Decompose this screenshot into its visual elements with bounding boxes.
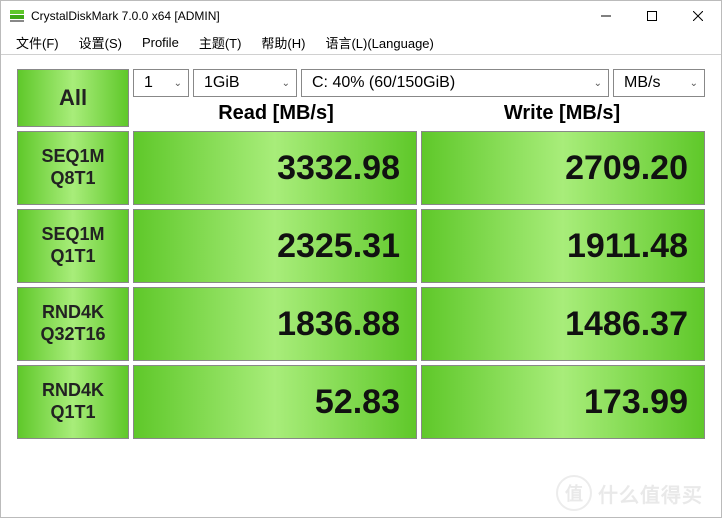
top-row: All 1 ⌄ 1GiB ⌄ C: 40% (60/150GiB) ⌄ <box>17 69 705 127</box>
test-count-select[interactable]: 1 ⌄ <box>133 69 189 97</box>
column-headers: Read [MB/s] Write [MB/s] <box>133 99 705 127</box>
write-value: 173.99 <box>421 365 705 439</box>
read-value: 3332.98 <box>133 131 417 205</box>
menu-theme[interactable]: 主题(T) <box>190 31 251 54</box>
chevron-down-icon: ⌄ <box>594 78 602 89</box>
menubar: 文件(F) 设置(S) Profile 主题(T) 帮助(H) 语言(L)(La… <box>1 31 721 55</box>
menu-file[interactable]: 文件(F) <box>7 31 68 54</box>
test-label-line1: RND4K <box>42 380 104 402</box>
chevron-down-icon: ⌄ <box>174 78 182 89</box>
test-label-line1: SEQ1M <box>41 224 104 246</box>
test-size-select[interactable]: 1GiB ⌄ <box>193 69 297 97</box>
test-label-line1: RND4K <box>42 302 104 324</box>
write-value: 1486.37 <box>421 287 705 361</box>
watermark-badge: 值 <box>556 475 592 511</box>
content-area: All 1 ⌄ 1GiB ⌄ C: 40% (60/150GiB) ⌄ <box>1 55 721 517</box>
result-row: RND4K Q32T16 1836.88 1486.37 <box>17 287 705 361</box>
read-header: Read [MB/s] <box>133 102 419 125</box>
test-label-line2: Q1T1 <box>50 246 95 268</box>
result-row: SEQ1M Q1T1 2325.31 1911.48 <box>17 209 705 283</box>
read-value: 52.83 <box>133 365 417 439</box>
drive-select[interactable]: C: 40% (60/150GiB) ⌄ <box>301 69 609 97</box>
test-label-line1: SEQ1M <box>41 146 104 168</box>
run-all-button[interactable]: All <box>17 69 129 127</box>
result-row: RND4K Q1T1 52.83 173.99 <box>17 365 705 439</box>
app-window: CrystalDiskMark 7.0.0 x64 [ADMIN] 文件(F) … <box>0 0 722 518</box>
chevron-down-icon: ⌄ <box>690 78 698 89</box>
top-right: 1 ⌄ 1GiB ⌄ C: 40% (60/150GiB) ⌄ MB/s ⌄ <box>133 69 705 127</box>
read-value: 2325.31 <box>133 209 417 283</box>
menu-settings[interactable]: 设置(S) <box>70 31 131 54</box>
test-button-seq1m-q8t1[interactable]: SEQ1M Q8T1 <box>17 131 129 205</box>
menu-language[interactable]: 语言(L)(Language) <box>316 31 442 54</box>
menu-help[interactable]: 帮助(H) <box>252 31 314 54</box>
test-button-rnd4k-q1t1[interactable]: RND4K Q1T1 <box>17 365 129 439</box>
result-row: SEQ1M Q8T1 3332.98 2709.20 <box>17 131 705 205</box>
dropdown-row: 1 ⌄ 1GiB ⌄ C: 40% (60/150GiB) ⌄ MB/s ⌄ <box>133 69 705 97</box>
watermark-text: 什么值得买 <box>598 479 703 508</box>
chevron-down-icon: ⌄ <box>282 78 290 89</box>
app-icon <box>9 8 25 24</box>
test-button-seq1m-q1t1[interactable]: SEQ1M Q1T1 <box>17 209 129 283</box>
menu-profile[interactable]: Profile <box>133 33 188 52</box>
read-value: 1836.88 <box>133 287 417 361</box>
write-value: 1911.48 <box>421 209 705 283</box>
minimize-button[interactable] <box>583 1 629 31</box>
unit-value: MB/s <box>624 74 660 92</box>
write-header: Write [MB/s] <box>419 102 705 125</box>
test-label-line2: Q32T16 <box>40 324 105 346</box>
maximize-button[interactable] <box>629 1 675 31</box>
test-count-value: 1 <box>144 74 153 92</box>
watermark: 值 什么值得买 <box>556 475 703 511</box>
window-title: CrystalDiskMark 7.0.0 x64 [ADMIN] <box>31 9 583 23</box>
test-label-line2: Q8T1 <box>50 168 95 190</box>
unit-select[interactable]: MB/s ⌄ <box>613 69 705 97</box>
test-label-line2: Q1T1 <box>50 402 95 424</box>
test-size-value: 1GiB <box>204 74 240 92</box>
close-button[interactable] <box>675 1 721 31</box>
window-controls <box>583 1 721 31</box>
result-rows: SEQ1M Q8T1 3332.98 2709.20 SEQ1M Q1T1 23… <box>17 131 705 439</box>
drive-value: C: 40% (60/150GiB) <box>312 74 455 92</box>
titlebar: CrystalDiskMark 7.0.0 x64 [ADMIN] <box>1 1 721 31</box>
test-button-rnd4k-q32t16[interactable]: RND4K Q32T16 <box>17 287 129 361</box>
write-value: 2709.20 <box>421 131 705 205</box>
